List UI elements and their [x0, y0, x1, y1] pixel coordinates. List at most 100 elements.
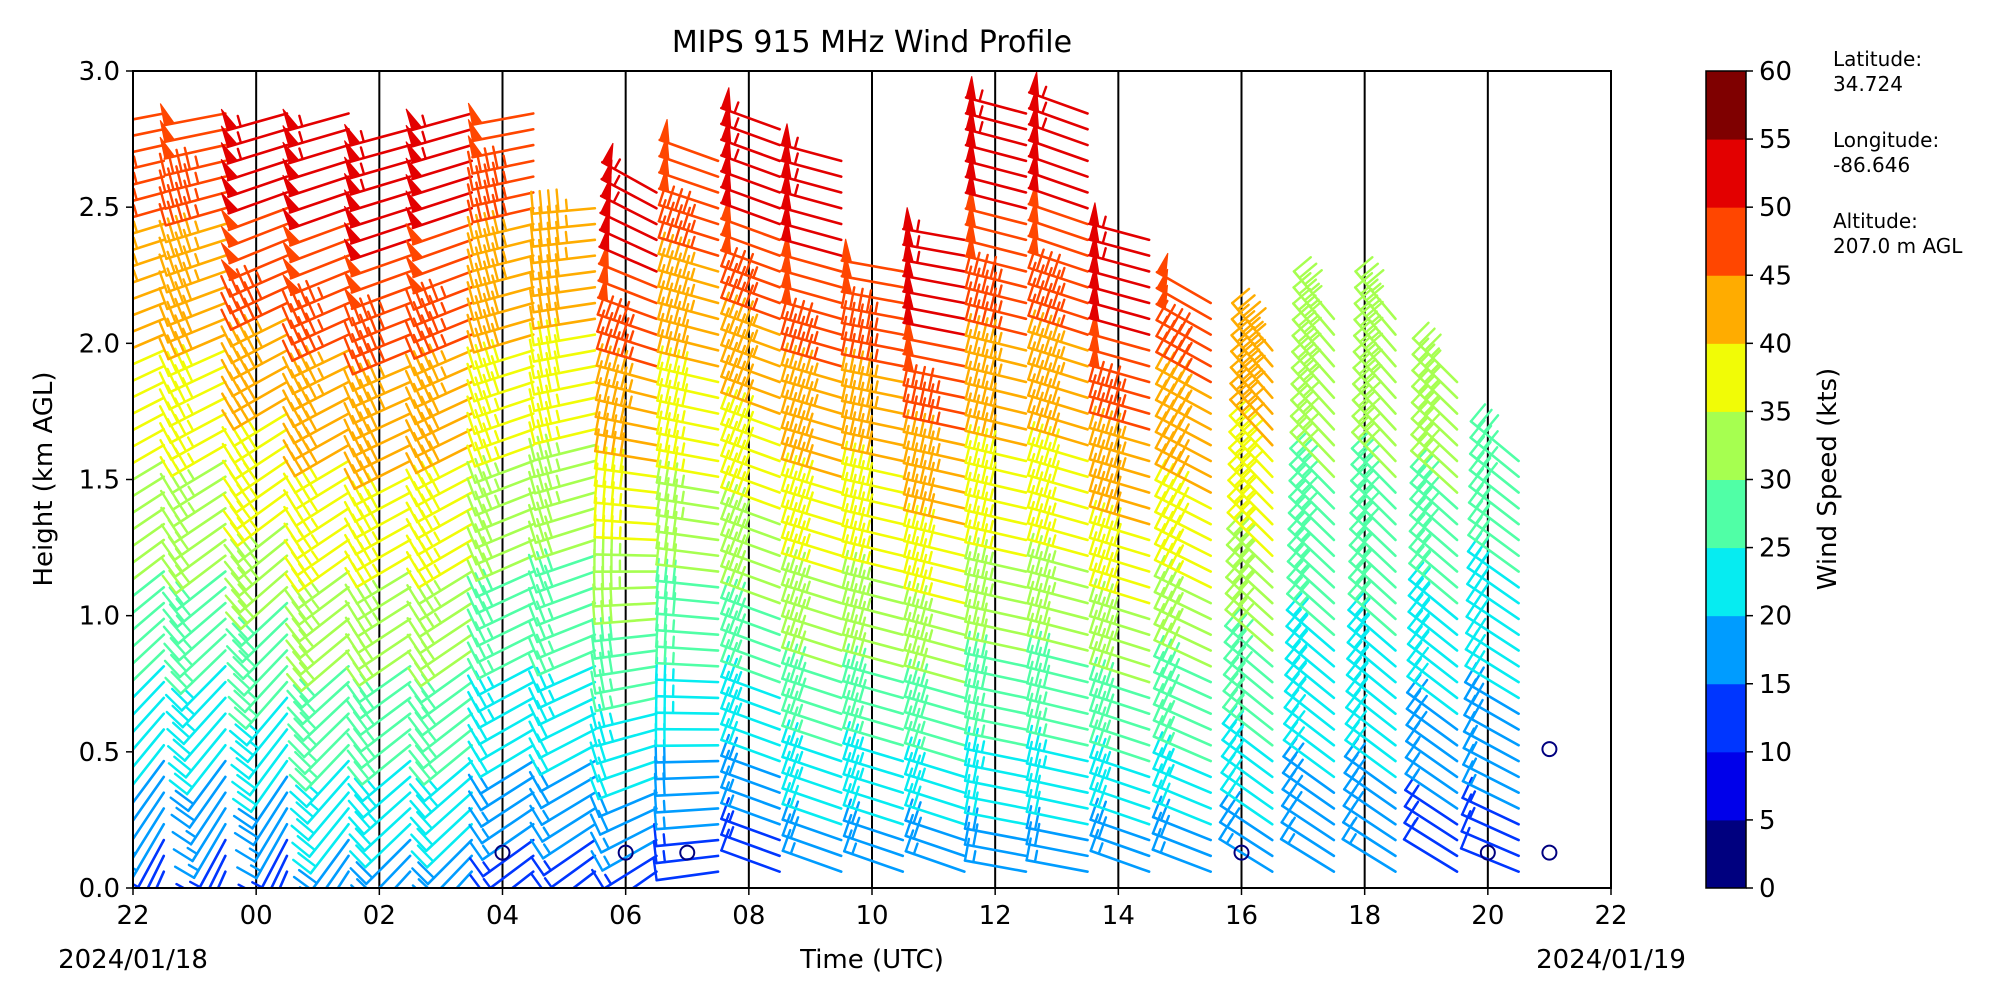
wind-barb [841, 487, 905, 526]
wind-barb [1089, 750, 1151, 794]
wind-barb [780, 421, 843, 463]
wind-barb [166, 696, 227, 746]
wind-barb [656, 377, 720, 415]
wind-barb [1152, 715, 1213, 763]
wind-barb [593, 445, 658, 479]
wind-barb [281, 279, 350, 313]
wind-barb [589, 721, 658, 748]
wind-barb [1153, 523, 1213, 573]
wind-barb [133, 412, 166, 432]
wind-barb [1152, 747, 1213, 794]
x-tick-label: 18 [1348, 901, 1381, 931]
wind-barb [963, 773, 1028, 810]
wind-barb [282, 125, 350, 148]
wind-barb [903, 736, 966, 779]
wind-barb [290, 791, 350, 842]
wind-barb [207, 854, 227, 888]
wind-barb [163, 633, 227, 679]
colorbar-tick-label: 20 [1759, 602, 1792, 632]
wind-barb [840, 238, 905, 273]
end-date-label: 2024/01/19 [1536, 945, 1686, 975]
wind-barb [133, 728, 166, 769]
wind-barb [345, 680, 412, 720]
wind-barb [840, 254, 905, 289]
wind-barb [220, 191, 289, 215]
wind-barb [964, 392, 1028, 431]
wind-barb [780, 452, 843, 494]
wind-barb [1089, 797, 1151, 842]
wind-barb [1153, 587, 1213, 637]
wind-barb [902, 409, 966, 447]
wind-barb [1346, 640, 1397, 700]
wind-barb [220, 254, 289, 282]
wind-barb [404, 359, 474, 393]
wind-barb [1025, 740, 1089, 779]
wind-barb [220, 281, 289, 315]
wind-barb [841, 580, 905, 621]
wind-barb [902, 332, 966, 368]
wind-barb [282, 270, 350, 297]
wind-barb [343, 285, 412, 311]
wind-barb [529, 807, 597, 843]
wind-barb [281, 296, 350, 330]
wind-barb [343, 359, 412, 392]
site-info-value: 34.724 [1833, 72, 1903, 96]
wind-barb [1025, 788, 1089, 826]
wind-barb [780, 373, 843, 415]
wind-barb [466, 454, 535, 484]
colorbar-segment [1706, 819, 1746, 889]
wind-barb [158, 245, 227, 277]
wind-barb [964, 107, 1028, 147]
wind-barb [1346, 608, 1397, 668]
wind-barb [343, 342, 412, 376]
wind-barb [1407, 609, 1459, 668]
wind-barb [529, 236, 597, 265]
wind-barb [902, 238, 966, 273]
wind-barb [468, 807, 535, 845]
wind-barb [571, 870, 597, 888]
wind-barb [133, 364, 166, 383]
wind-barb [133, 428, 166, 448]
wind-barb [289, 775, 350, 825]
site-info-label: Altitude: [1833, 209, 1918, 233]
wind-barb [466, 568, 535, 599]
y-tick-label: 0.0 [79, 874, 120, 904]
wind-barb [466, 503, 535, 533]
wind-barb [528, 680, 597, 710]
wind-barb [964, 424, 1028, 463]
wind-barb [720, 575, 781, 621]
wind-barb [964, 360, 1028, 400]
wind-barb [158, 195, 227, 227]
wind-barb [903, 611, 966, 652]
wind-barb [720, 338, 781, 384]
wind-barb [528, 649, 597, 677]
wind-barb [1026, 580, 1089, 621]
colorbar-tick-label: 10 [1759, 738, 1792, 768]
wind-barb [133, 236, 166, 252]
wind-barb [528, 417, 597, 446]
wind-barb [405, 124, 474, 148]
wind-barb [1025, 821, 1089, 858]
wind-barb [1026, 644, 1089, 684]
colorbar-segment [1706, 547, 1746, 617]
wind-barb [655, 443, 720, 479]
wind-barb [1151, 795, 1213, 842]
wind-barb [601, 142, 658, 194]
wind-barb [232, 775, 289, 830]
wind-barb [781, 828, 843, 873]
wind-barb [589, 774, 658, 801]
wind-barb [902, 222, 966, 257]
wind-barb [1088, 436, 1151, 479]
wind-barb [281, 345, 350, 379]
wind-barb [842, 720, 905, 763]
calm-marker [494, 844, 511, 861]
wind-barb [781, 766, 843, 810]
wind-barb [590, 686, 658, 713]
wind-barb [343, 456, 412, 491]
wind-barb [529, 269, 597, 298]
wind-barb [404, 294, 474, 328]
wind-barb [528, 482, 597, 512]
site-info: Latitude:34.724 Longitude:-86.646 Altitude… [1833, 47, 1963, 258]
wind-barb [1088, 343, 1151, 384]
wind-barb [590, 838, 658, 872]
